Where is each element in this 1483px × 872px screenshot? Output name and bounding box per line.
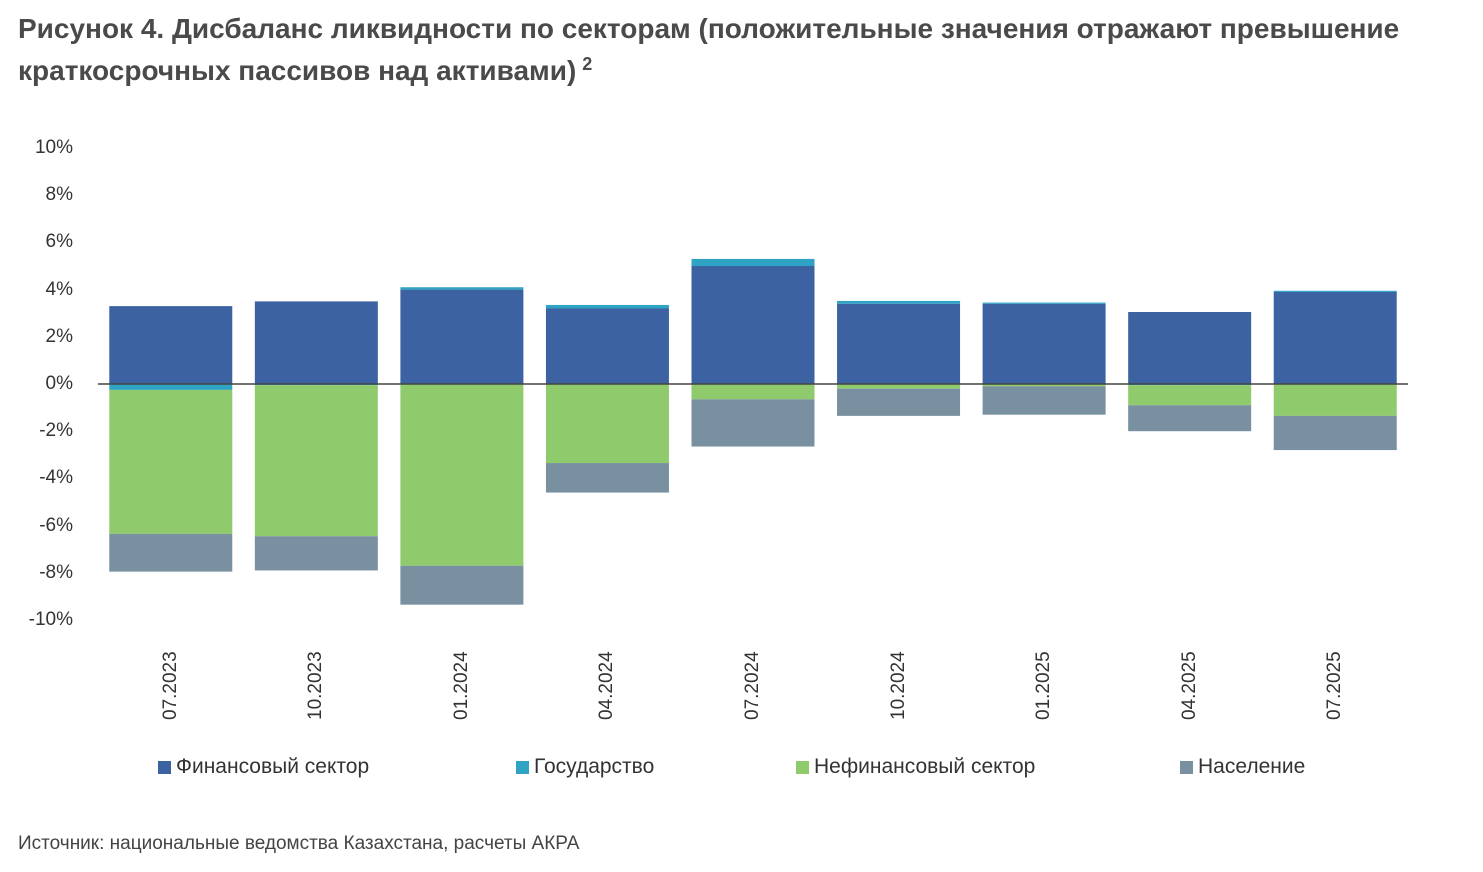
x-tick-label: 04.2025 [1178, 651, 1200, 720]
legend-swatch [1180, 760, 1193, 774]
legend-swatch [796, 760, 809, 774]
x-tick-label: 01.2025 [1033, 651, 1055, 720]
y-tick-label: 4% [45, 278, 73, 300]
y-tick-label: -2% [39, 420, 73, 442]
x-tick-label: 04.2024 [596, 651, 618, 720]
bar-segment [691, 399, 815, 447]
bar-segment [837, 384, 961, 389]
bar-segment [1128, 312, 1252, 384]
y-tick-label: 8% [45, 184, 73, 206]
legend-item: Финансовый сектор [158, 755, 369, 779]
bar-segment [109, 306, 233, 384]
legend-item: Нефинансовый сектор [796, 755, 1035, 779]
bar-segment [1273, 291, 1397, 384]
bar-segment [1273, 415, 1397, 451]
bar-segment [254, 385, 378, 537]
y-tick-label: 0% [45, 373, 73, 394]
title-text: Рисунок 4. Дисбаланс ликвидности по сект… [18, 13, 1400, 86]
bar-segment [400, 565, 524, 605]
bar-segment [400, 287, 524, 290]
bar-segment [1273, 384, 1397, 416]
x-tick-label: 01.2024 [450, 651, 472, 720]
x-tick-label: 10.2024 [887, 651, 909, 720]
bar-segment [837, 303, 961, 384]
bar-segment [545, 463, 669, 493]
bar-segment [109, 389, 233, 534]
bar-segment [400, 289, 524, 384]
y-tick-label: 10% [34, 137, 73, 158]
title-footnote: 2 [582, 53, 593, 74]
y-tick-label: -8% [39, 561, 73, 583]
x-tick-label: 07.2023 [159, 651, 181, 720]
y-tick-label: -6% [39, 514, 73, 536]
y-tick-label: 2% [45, 325, 73, 347]
bar-segment [691, 258, 815, 266]
bar-segment [109, 533, 233, 572]
legend-item: Население [1180, 755, 1305, 779]
bar-segment [545, 384, 669, 464]
y-tick-label: -4% [39, 467, 73, 489]
bar-segment [545, 308, 669, 384]
source-note: Источник: национальные ведомства Казахст… [18, 833, 580, 854]
legend-label: Население [1198, 755, 1306, 778]
bar-segment [400, 384, 524, 566]
bar-segment [691, 384, 815, 400]
bar-segment [1273, 290, 1397, 292]
bar-segment [982, 302, 1106, 304]
legend-label: Государство [534, 755, 655, 778]
y-tick-label: 6% [45, 231, 73, 253]
legend-label: Нефинансовый сектор [814, 755, 1036, 778]
legend-item: Государство [516, 755, 654, 779]
x-tick-label: 07.2025 [1324, 651, 1346, 720]
bar-segment [1128, 385, 1252, 406]
bar-segment [254, 536, 378, 571]
x-tick-label: 10.2023 [305, 651, 327, 720]
legend-label: Финансовый сектор [176, 755, 370, 778]
x-tick-label: 07.2024 [742, 651, 763, 720]
bar-segment [837, 388, 961, 416]
y-tick-label: -10% [28, 609, 73, 630]
bar-segment [982, 303, 1106, 384]
bar-segment [109, 384, 233, 390]
bar-segment [1128, 405, 1252, 432]
bar-segment [691, 266, 815, 384]
bar-segment [982, 386, 1106, 415]
legend-swatch [158, 760, 171, 774]
bar-segment [837, 300, 961, 304]
chart-title: Рисунок 4. Дисбаланс ликвидности по сект… [18, 8, 1468, 92]
bar-segment [545, 304, 669, 309]
bar-segment [982, 384, 1106, 387]
legend-swatch [516, 760, 529, 774]
bar-segment [254, 301, 378, 384]
